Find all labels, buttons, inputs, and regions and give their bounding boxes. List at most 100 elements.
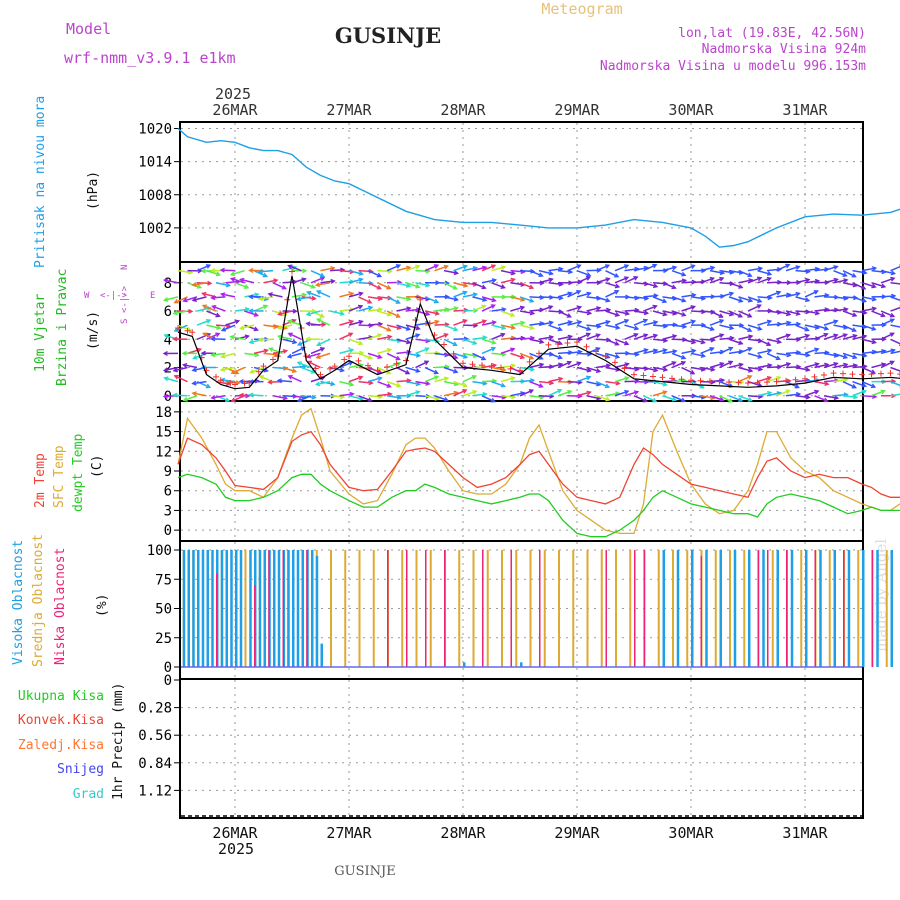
cloud-bar (586, 550, 589, 667)
wind-arrow (738, 395, 752, 402)
wind-arrow (605, 380, 620, 385)
wind-arrow (221, 366, 236, 371)
wind-arrowhead (604, 264, 611, 269)
wind-arrow (614, 338, 629, 345)
wind-arrowhead (757, 366, 764, 372)
wind-arrowhead (871, 296, 878, 302)
wind-arrowhead (539, 339, 545, 345)
wind-arrowhead (719, 276, 725, 282)
wind-arrow (823, 308, 839, 312)
wind-arrowhead (219, 267, 225, 273)
wind-arrowhead (776, 375, 782, 381)
wind-arrowhead (691, 339, 697, 345)
wind-arrow (548, 282, 563, 286)
wind-arrowhead (596, 306, 602, 311)
cloud-bar (372, 550, 375, 667)
wind-arrowhead (201, 304, 208, 310)
gust-marker (479, 362, 485, 369)
wind-arrow (249, 393, 264, 397)
cloud-bar (862, 550, 865, 667)
wind-arrow (424, 366, 439, 375)
wind-arrow (719, 292, 734, 298)
wind-arrow (586, 380, 601, 386)
wind-arrowhead (395, 299, 401, 304)
wind-arrowhead (443, 396, 449, 402)
wind-arrowhead (491, 363, 498, 369)
wind-arrowhead (376, 285, 382, 290)
wind-arrowhead (424, 360, 430, 366)
tick-label: 25 (155, 631, 172, 647)
wind-arrowhead (196, 284, 202, 289)
wind-arrow (320, 267, 335, 272)
wind-arrow (671, 310, 686, 317)
wind-arrow (443, 296, 458, 301)
wind-arrow (348, 376, 363, 383)
wind-arrowhead (814, 389, 820, 395)
tick-label: 0.84 (138, 756, 172, 772)
wind-arrowhead (433, 375, 440, 380)
wind-arrowhead (500, 284, 506, 289)
wind-arrow (738, 366, 753, 372)
wind-arrowhead (690, 319, 697, 325)
wind-arrowhead (319, 313, 325, 318)
wind-arrow (405, 308, 420, 312)
wind-arrowhead (472, 389, 478, 395)
wind-arrowhead (415, 368, 421, 373)
wind-arrowhead (852, 333, 858, 339)
wind-arrow (415, 380, 430, 385)
wind-arrow (225, 280, 240, 284)
wind-arrowhead (576, 361, 582, 367)
wind-arrow (396, 266, 411, 272)
gust-marker (726, 379, 732, 386)
cloud-bar (572, 550, 575, 667)
wind-arrowhead (566, 313, 572, 318)
wind-arrow (453, 319, 467, 326)
wind-arrowhead (833, 395, 840, 401)
wind-arrow (244, 324, 258, 331)
wind-arrowhead (386, 347, 393, 353)
cloud-bar (296, 550, 300, 667)
cloud-bar (287, 550, 290, 667)
wind-arrow (671, 379, 687, 383)
cloud-bar (244, 550, 247, 667)
wind-arrow (348, 395, 363, 400)
wind-arrowhead (718, 313, 724, 318)
wind-arrowhead (766, 319, 773, 325)
wind-arrowhead (215, 312, 221, 318)
wind-arrowhead (501, 366, 507, 372)
wind-arrowhead (433, 264, 440, 269)
wind-arrow (386, 395, 401, 399)
day-label-top: 29MAR (554, 101, 600, 119)
wind-arrowhead (530, 268, 536, 274)
wind-arrowhead (162, 278, 169, 284)
wind-arrowhead (614, 283, 621, 289)
wind-arrowhead (386, 326, 392, 332)
wind-arrowhead (766, 271, 773, 276)
wind-arrow (225, 380, 240, 384)
wind-arrow (386, 310, 401, 318)
wind-arrow (377, 380, 391, 388)
wind-arrowhead (257, 337, 263, 343)
wind-arrow (240, 324, 255, 330)
gust-marker (255, 368, 262, 375)
wind-arrowhead (804, 333, 811, 339)
wind-arrowhead (358, 291, 364, 297)
wind-arrow (605, 392, 620, 397)
wind-arrowhead (234, 319, 241, 325)
wind-arrowhead (206, 318, 212, 324)
wind-arrow (510, 321, 525, 326)
wind-arrow (861, 296, 876, 301)
wind-arrowhead (889, 332, 895, 337)
wind-arrowhead (490, 304, 496, 309)
wind-arrowhead (244, 306, 251, 312)
wind-arrowhead (805, 367, 811, 372)
wind-arrow (453, 389, 467, 397)
wind-arrowhead (567, 334, 574, 340)
wind-arrow (288, 375, 302, 383)
wind-arrow (230, 277, 245, 284)
wind-arrowhead (861, 298, 867, 303)
wind-arrow (244, 310, 258, 317)
wind-arrowhead (462, 319, 468, 324)
wind-arrow (306, 352, 321, 358)
wind-arrowhead (405, 369, 411, 375)
